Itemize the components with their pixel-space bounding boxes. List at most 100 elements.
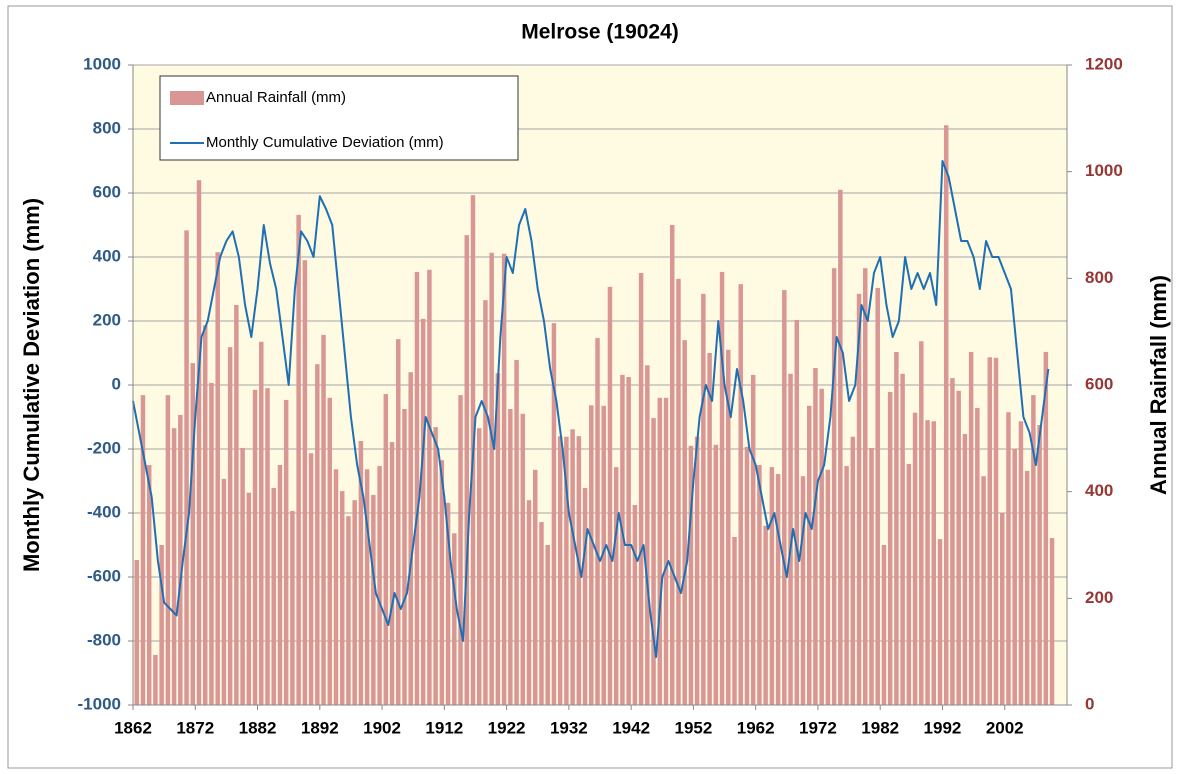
x-tick-label: 1952	[674, 718, 712, 737]
x-tick-label: 1922	[488, 718, 526, 737]
bar	[601, 405, 606, 705]
bar	[346, 516, 351, 705]
x-tick-label: 1862	[114, 718, 152, 737]
bar	[321, 334, 326, 705]
bar	[165, 395, 171, 705]
bar	[290, 510, 295, 705]
bar	[1006, 412, 1011, 705]
y-tick-label: 0	[112, 374, 121, 393]
bar	[1000, 513, 1005, 705]
bar	[408, 372, 413, 705]
y2-tick-label: 800	[1085, 268, 1113, 287]
bar	[719, 271, 725, 705]
bar	[259, 341, 264, 705]
bar	[694, 436, 700, 705]
bar	[539, 522, 544, 705]
bar	[881, 545, 887, 705]
x-tick-label: 1932	[550, 718, 588, 737]
bar	[981, 476, 986, 705]
bar	[887, 391, 893, 705]
bar	[514, 359, 519, 705]
bar	[1024, 470, 1030, 705]
bar	[975, 407, 980, 705]
bar	[533, 469, 538, 705]
bar	[277, 465, 283, 705]
y-tick-label: -800	[87, 630, 121, 649]
bar	[863, 268, 868, 705]
bar	[838, 189, 843, 706]
bar	[458, 395, 463, 705]
bar	[489, 252, 494, 705]
bar	[396, 339, 401, 705]
bar	[433, 427, 438, 705]
bar	[645, 365, 650, 705]
bar	[788, 373, 793, 705]
bar	[1049, 538, 1055, 705]
y-tick-label: 600	[93, 182, 121, 201]
bar	[950, 378, 955, 705]
bar	[582, 487, 588, 705]
bar	[613, 467, 619, 705]
bar	[476, 428, 482, 705]
bar	[956, 390, 961, 705]
bar	[327, 397, 333, 705]
bar	[800, 476, 806, 705]
bar	[782, 290, 787, 705]
bar	[763, 525, 768, 705]
bar	[819, 388, 824, 705]
y-tick-label: -200	[87, 438, 121, 457]
bar	[713, 444, 719, 705]
bar	[570, 429, 575, 705]
bar	[732, 537, 737, 705]
bar	[626, 377, 631, 705]
bar	[420, 318, 426, 705]
y-tick-label: 1000	[83, 54, 121, 73]
bar	[850, 436, 856, 705]
bar	[595, 338, 600, 705]
bar	[937, 539, 943, 705]
bar	[545, 545, 550, 705]
y2-tick-label: 200	[1085, 588, 1113, 607]
bar	[414, 271, 420, 705]
bar	[339, 491, 345, 705]
bar	[427, 269, 432, 705]
bar	[589, 405, 594, 705]
bar	[371, 494, 376, 705]
y-tick-label: -600	[87, 566, 121, 585]
bar	[794, 319, 800, 705]
bar	[987, 357, 993, 705]
bar	[1031, 395, 1036, 705]
bar	[757, 465, 762, 705]
bar	[869, 447, 874, 705]
bar	[1018, 421, 1024, 705]
bar	[315, 364, 320, 705]
y-axis-title: Monthly Cumulative Deviation (mm)	[19, 198, 44, 572]
bar	[919, 341, 924, 705]
bar	[283, 399, 289, 705]
bar	[688, 445, 694, 705]
bar	[171, 428, 177, 705]
bar	[1043, 351, 1049, 705]
bar	[738, 284, 743, 705]
bar	[900, 373, 905, 705]
y2-tick-label: 400	[1085, 481, 1113, 500]
marks	[132, 125, 1055, 706]
bar	[178, 414, 183, 705]
bar	[227, 347, 233, 705]
bar	[775, 474, 781, 705]
legend-label: Annual Rainfall (mm)	[206, 89, 346, 106]
bar	[352, 500, 357, 705]
bar	[669, 225, 675, 705]
bar	[240, 447, 245, 705]
y2-axis-title: Annual Rainfall (mm)	[1146, 275, 1171, 495]
bar	[146, 465, 152, 705]
x-tick-label: 2002	[986, 718, 1024, 737]
y2-tick-label: 0	[1085, 694, 1094, 713]
bar	[806, 405, 812, 705]
bar	[209, 382, 214, 705]
chart-title: Melrose (19024)	[521, 21, 679, 44]
x-tick-label: 1882	[239, 718, 277, 737]
bar	[962, 434, 968, 705]
bar	[676, 278, 681, 705]
